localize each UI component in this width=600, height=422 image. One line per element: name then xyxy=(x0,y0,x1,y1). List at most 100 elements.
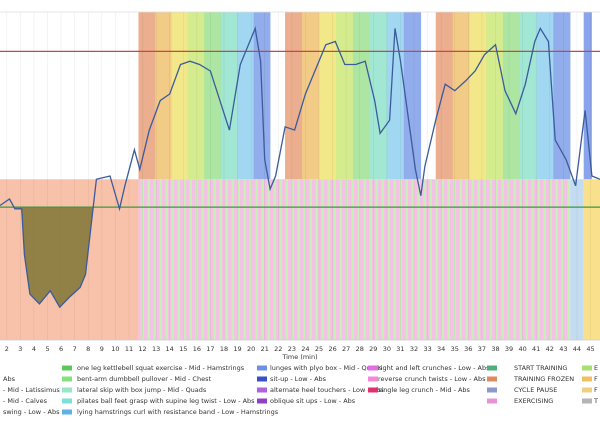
band-stripe xyxy=(561,179,564,340)
band-stripe xyxy=(351,179,354,340)
band-segment xyxy=(486,12,504,180)
legend-label: pilates ball feet grasp with supine leg … xyxy=(77,397,255,405)
band-stripe xyxy=(303,179,306,340)
band-stripe xyxy=(165,179,168,340)
band-stripe xyxy=(237,179,240,340)
x-tick-label: 16 xyxy=(193,345,201,353)
band-stripe xyxy=(159,179,162,340)
legend-swatch xyxy=(257,387,267,393)
band-stripe xyxy=(555,179,558,340)
x-tick-label: 21 xyxy=(261,345,269,353)
x-tick-label: 6 xyxy=(59,345,63,353)
x-tick-label: 3 xyxy=(18,345,22,353)
x-tick-label: 44 xyxy=(573,345,581,353)
legend-label: START TRAINING xyxy=(514,364,567,372)
band-stripe xyxy=(435,179,438,340)
legend-swatch xyxy=(368,365,378,371)
x-tick-label: 41 xyxy=(532,345,540,353)
band-stripe xyxy=(531,179,534,340)
band-stripe xyxy=(567,179,570,340)
lower-band xyxy=(138,179,571,340)
band-stripe xyxy=(399,179,402,340)
band-stripe xyxy=(429,179,432,340)
x-tick-label: 9 xyxy=(100,345,104,353)
x-tick-label: 5 xyxy=(45,345,49,353)
band-stripe xyxy=(489,179,492,340)
band-segment xyxy=(154,12,172,180)
band-stripe xyxy=(417,179,420,340)
band-stripe xyxy=(291,179,294,340)
legend-label: CYCLE PAUSE xyxy=(514,386,557,394)
band-stripe xyxy=(189,179,192,340)
legend-swatch xyxy=(368,376,378,382)
band-segment xyxy=(502,12,521,180)
band-stripe xyxy=(249,179,252,340)
x-tick-label: 43 xyxy=(559,345,567,353)
band-segment xyxy=(319,12,337,180)
x-tick-label: 10 xyxy=(111,345,119,353)
band-segment xyxy=(237,12,254,180)
legend-label: oblique sit ups - Low - Abs xyxy=(270,397,356,405)
x-tick-label: 23 xyxy=(288,345,296,353)
band-stripe xyxy=(297,179,300,340)
legend-swatch xyxy=(62,365,72,371)
x-tick-label: 40 xyxy=(518,345,526,353)
band-stripe xyxy=(507,179,510,340)
band-stripe xyxy=(405,179,408,340)
x-tick-label: 32 xyxy=(410,345,418,353)
x-tick-label: 37 xyxy=(478,345,486,353)
x-tick-label: 25 xyxy=(315,345,323,353)
x-tick-label: 8 xyxy=(86,345,90,353)
band-stripe xyxy=(459,179,462,340)
band-segment xyxy=(369,12,388,180)
x-tick-label: 28 xyxy=(356,345,364,353)
band-stripe xyxy=(327,179,330,340)
grid xyxy=(0,11,600,341)
x-tick-label: 26 xyxy=(328,345,336,353)
x-tick-label: 12 xyxy=(138,345,146,353)
legend-label: - Mid - Latissimus xyxy=(3,386,60,394)
band-stripe xyxy=(357,179,360,340)
band-stripe xyxy=(171,179,174,340)
x-tick-label: 13 xyxy=(152,345,160,353)
band-stripe xyxy=(513,179,516,340)
band-segment xyxy=(302,12,320,180)
band-stripe xyxy=(537,179,540,340)
x-tick-label: 39 xyxy=(505,345,513,353)
legend-label: sit-up - Low - Abs xyxy=(270,375,327,383)
legend-label: swing - Low - Abs xyxy=(3,408,60,416)
band-stripe xyxy=(273,179,276,340)
band-segment xyxy=(469,12,487,180)
band-stripe xyxy=(549,179,552,340)
band-segment xyxy=(452,12,470,180)
x-tick-label: 20 xyxy=(247,345,255,353)
band-segment xyxy=(352,12,371,180)
x-tick-label: 30 xyxy=(383,345,391,353)
x-tick-label: 31 xyxy=(396,345,404,353)
x-tick-label: 7 xyxy=(73,345,77,353)
legend-swatch xyxy=(582,398,592,404)
legend-label: alternate heel touchers - Low - Abs xyxy=(270,386,384,394)
band-segment xyxy=(285,12,303,180)
x-tick-label: 14 xyxy=(166,345,174,353)
band-stripe xyxy=(411,179,414,340)
legend-swatch xyxy=(62,387,72,393)
band-stripe xyxy=(543,179,546,340)
area xyxy=(13,207,120,308)
lower-band xyxy=(583,179,600,340)
band-stripe xyxy=(423,179,426,340)
x-tick-label: 15 xyxy=(179,345,187,353)
legend-label: TRAINING FROZEN xyxy=(513,375,574,383)
legend-swatch xyxy=(257,398,267,404)
x-tick-label: 2 xyxy=(5,345,9,353)
legend-label: E xyxy=(594,364,598,372)
x-tick-label: 27 xyxy=(342,345,350,353)
band-stripe xyxy=(501,179,504,340)
band-segment xyxy=(204,12,222,180)
legend-label: Abs xyxy=(3,375,16,383)
x-tick-label: 4 xyxy=(32,345,36,353)
legend-swatch xyxy=(487,387,497,393)
band-stripe xyxy=(147,179,150,340)
band xyxy=(583,12,592,180)
